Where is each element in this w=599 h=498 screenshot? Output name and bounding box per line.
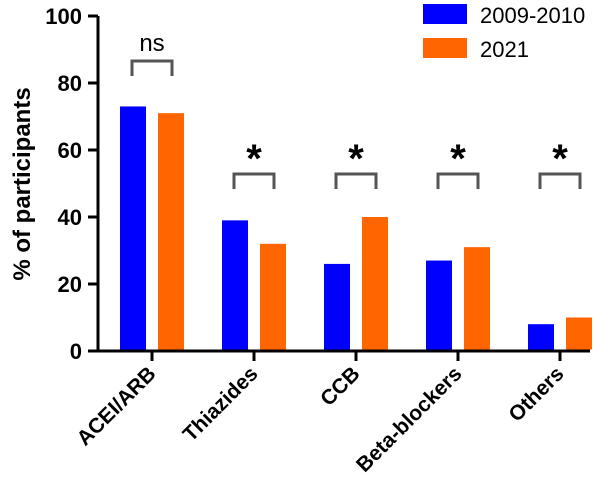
bar-series-2 xyxy=(464,247,490,350)
y-tick-label: 100 xyxy=(45,4,82,29)
bar-series-2 xyxy=(566,317,592,350)
significance-bracket xyxy=(130,59,174,76)
x-tick-label: Beta-blockers xyxy=(352,362,466,476)
bar-series-1 xyxy=(528,324,554,350)
y-tick-label: 40 xyxy=(58,205,82,230)
x-tick-label: Thiazides xyxy=(179,362,263,446)
significance-bracket xyxy=(436,172,480,189)
significance-ns-label: ns xyxy=(139,30,164,57)
significance-bracket xyxy=(538,172,582,189)
legend-label: 2009-2010 xyxy=(480,3,585,28)
y-tick-label: 80 xyxy=(58,71,82,96)
significance-star-label: * xyxy=(552,137,568,181)
significance-star-label: * xyxy=(348,137,364,181)
bar-series-2 xyxy=(158,113,184,350)
legend-swatch xyxy=(423,38,467,58)
y-axis: 0 20 40 60 80 100 xyxy=(45,4,100,364)
y-tick-label: 20 xyxy=(58,272,82,297)
significance-bracket xyxy=(232,172,276,189)
bar-series-1 xyxy=(120,106,146,350)
x-tick-label: ACEI/ARB xyxy=(72,362,160,450)
bar-series-1 xyxy=(324,263,350,350)
bar-series-2 xyxy=(260,243,286,350)
y-axis-label: % of participants xyxy=(9,87,36,280)
significance-bracket xyxy=(334,172,378,189)
x-tick-label: Others xyxy=(504,362,568,426)
bar-series-2 xyxy=(362,217,388,350)
bar-series-1 xyxy=(222,220,248,350)
significance-annotations: ns * * * * xyxy=(130,30,582,189)
x-tick-label: CCB xyxy=(316,362,364,410)
legend-label: 2021 xyxy=(480,37,529,62)
y-tick-label: 0 xyxy=(70,339,82,364)
significance-star-label: * xyxy=(246,137,262,181)
y-tick-label: 60 xyxy=(58,138,82,163)
legend-swatch xyxy=(423,4,467,24)
bar-series-1 xyxy=(426,260,452,350)
significance-star-label: * xyxy=(450,137,466,181)
legend: 2009-2010 2021 xyxy=(423,3,585,62)
bars xyxy=(120,106,592,350)
